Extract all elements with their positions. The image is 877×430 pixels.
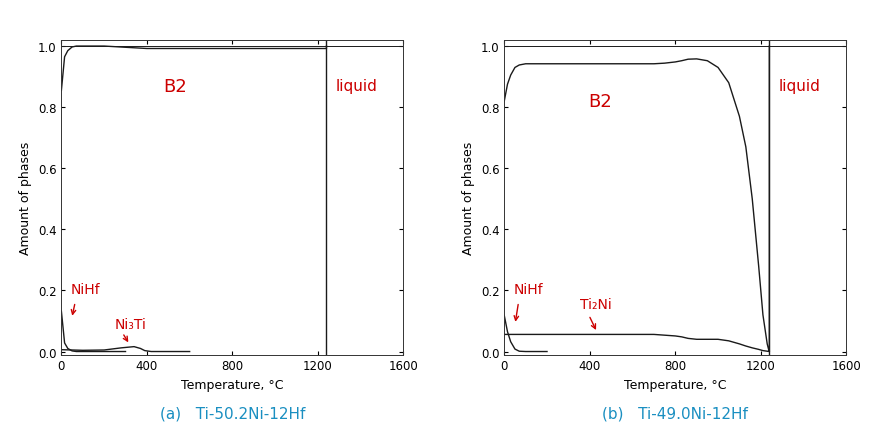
Text: liquid: liquid — [336, 79, 377, 94]
Y-axis label: Amount of phases: Amount of phases — [462, 141, 475, 254]
Text: liquid: liquid — [779, 79, 820, 94]
Text: Ni₃Ti: Ni₃Ti — [115, 317, 146, 331]
Text: NiHf: NiHf — [514, 282, 544, 296]
Text: (b)   Ti-49.0Ni-12Hf: (b) Ti-49.0Ni-12Hf — [602, 405, 748, 420]
Text: (a)   Ti-50.2Ni-12Hf: (a) Ti-50.2Ni-12Hf — [160, 405, 305, 420]
Text: B2: B2 — [163, 77, 187, 95]
Text: Ti₂Ni: Ti₂Ni — [581, 298, 612, 311]
Text: B2: B2 — [588, 93, 612, 111]
X-axis label: Temperature, °C: Temperature, °C — [182, 378, 283, 391]
Text: NiHf: NiHf — [71, 282, 101, 296]
Y-axis label: Amount of phases: Amount of phases — [19, 141, 32, 254]
X-axis label: Temperature, °C: Temperature, °C — [624, 378, 726, 391]
